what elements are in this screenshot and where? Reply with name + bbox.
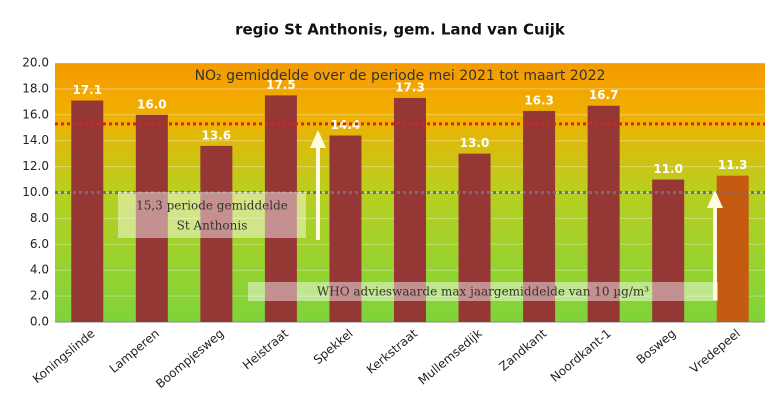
y-tick-label: 6.0 — [30, 237, 49, 251]
bar — [329, 135, 362, 322]
bar — [523, 110, 556, 322]
chart-title: regio St Anthonis, gem. Land van Cuijk — [235, 21, 566, 39]
x-tick-label: Zandkant — [496, 326, 549, 374]
x-tick-label: Heistraat — [240, 326, 291, 372]
x-tick-label: Boompjesweg — [153, 326, 226, 391]
x-tick-label: Spekkel — [311, 326, 356, 367]
bar — [200, 145, 233, 322]
annotation: WHO advieswaarde max jaargemiddelde van … — [317, 285, 649, 299]
y-tick-label: 18.0 — [22, 81, 49, 95]
bar — [71, 100, 104, 323]
value-label: 13.6 — [202, 128, 232, 142]
bar — [458, 153, 491, 322]
annotation-box — [248, 282, 718, 301]
value-label: 17.5 — [266, 78, 296, 92]
x-tick-label: Koningslinde — [30, 326, 97, 386]
arrows — [310, 130, 723, 300]
value-label: 13.0 — [460, 136, 490, 150]
value-label: 11.3 — [718, 158, 748, 172]
x-tick-label: Mullemsedijk — [416, 326, 485, 387]
y-tick-label: 4.0 — [30, 263, 49, 277]
y-tick-label: 8.0 — [30, 211, 49, 225]
bar — [716, 175, 749, 322]
y-tick-label: 10.0 — [22, 185, 49, 199]
value-label: 16.7 — [589, 88, 619, 102]
value-label: 16.0 — [137, 97, 167, 111]
x-tick-label: Noordkant-1 — [548, 326, 614, 385]
y-tick-label: 2.0 — [30, 289, 49, 303]
bar — [394, 97, 426, 322]
bar — [587, 105, 620, 322]
value-label: 17.3 — [395, 80, 425, 94]
value-label: 16.3 — [524, 93, 554, 107]
y-tick-label: 14.0 — [22, 133, 49, 147]
y-tick-label: 0.0 — [30, 315, 49, 329]
y-tick-label: 20.0 — [22, 56, 49, 70]
subtitle: NO₂ gemiddelde over de periode mei 2021 … — [195, 68, 606, 84]
x-tick-label: Kerkstraat — [364, 326, 421, 377]
x-tick-label: Bosweg — [634, 326, 679, 367]
value-label: 11.0 — [653, 162, 683, 176]
bar — [135, 114, 168, 322]
annotation: 15,3 periode gemiddelde — [136, 199, 288, 213]
annotation-box — [118, 192, 306, 238]
y-tick-label: 12.0 — [22, 159, 49, 173]
bar — [652, 179, 685, 322]
bar — [264, 95, 297, 322]
y-tick-label: 16.0 — [22, 107, 49, 121]
value-label: 17.1 — [72, 83, 102, 97]
x-tick-label: Vredepeel — [687, 326, 743, 376]
annotation: St Anthonis — [177, 219, 248, 233]
x-tick-label: Lamperen — [107, 326, 162, 376]
